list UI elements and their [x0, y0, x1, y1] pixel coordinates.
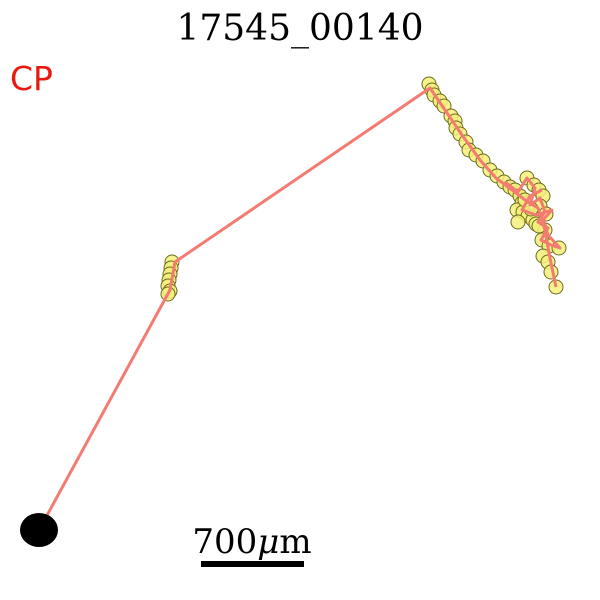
scale-bar-label: 700μm [192, 522, 311, 562]
start-marker [20, 513, 58, 547]
trajectory-point [510, 214, 526, 230]
scale-bar: 700μm [192, 522, 312, 567]
trajectory-squiggle [504, 176, 562, 250]
scale-bar-line [201, 561, 304, 567]
cluster-path [504, 176, 562, 250]
figure-title: 17545_00140 [176, 8, 423, 49]
corner-label: CP [10, 59, 53, 98]
